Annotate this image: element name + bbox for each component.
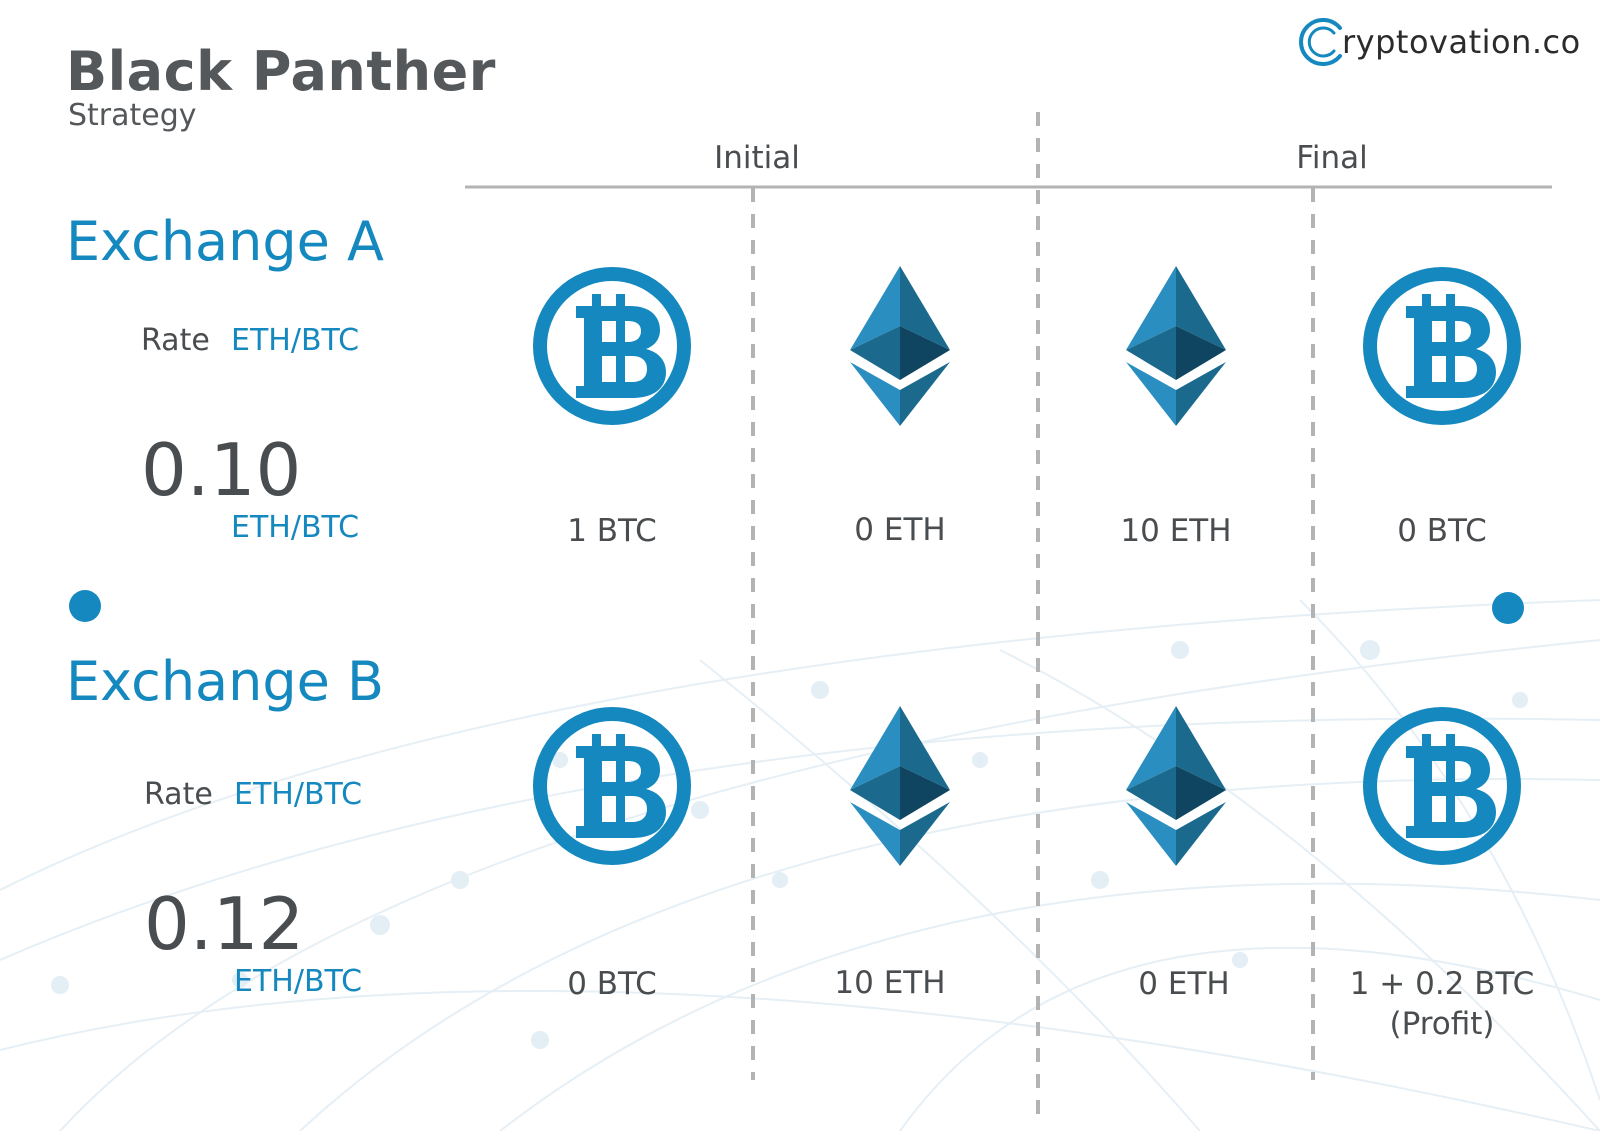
bitcoin-icon	[532, 706, 692, 866]
exchange-a-step-4-amount: 0 BTC	[1397, 513, 1487, 549]
exchange-b-rate-unit: ETH/BTC	[234, 777, 363, 812]
brand-logo: ryptovation.co	[1296, 16, 1581, 68]
exchange-a-title: Exchange A	[66, 210, 384, 273]
ethereum-icon	[820, 266, 980, 426]
exchange-a-rate-value: 0.10	[141, 428, 302, 512]
exchange-b-step-1-amount: 0 BTC	[567, 966, 657, 1002]
timeline-end-dot	[1492, 592, 1524, 624]
exchange-b-step-3-amount: 0 ETH	[1138, 966, 1230, 1002]
exchange-b-step-2-amount: 10 ETH	[834, 965, 946, 1001]
column-header-final: Final	[1296, 140, 1368, 176]
bitcoin-icon	[532, 266, 692, 426]
ethereum-icon	[1096, 706, 1256, 866]
exchange-a-rate-unit: ETH/BTC	[231, 323, 360, 358]
timeline-start-dot	[69, 590, 101, 622]
ethereum-icon	[820, 706, 980, 866]
exchange-b-rate-value-unit: ETH/BTC	[234, 964, 363, 999]
exchange-b-rate-label: Rate	[144, 777, 213, 812]
exchange-a-rate-label: Rate	[141, 323, 210, 358]
column-header-initial: Initial	[714, 140, 800, 176]
page-title: Black Panther	[66, 40, 496, 103]
exchange-a-rate-value-unit: ETH/BTC	[231, 510, 360, 545]
exchange-a-step-1-amount: 1 BTC	[567, 513, 657, 549]
exchange-b-step-4-amount: 1 + 0.2 BTC	[1349, 966, 1535, 1002]
exchange-b-title: Exchange B	[66, 650, 385, 713]
exchange-b-profit-note: (Profit)	[1389, 1006, 1495, 1042]
exchange-a-step-2-amount: 0 ETH	[854, 512, 946, 548]
exchange-a-step-3-amount: 10 ETH	[1120, 513, 1232, 549]
bitcoin-icon	[1362, 706, 1522, 866]
brand-name: ryptovation.co	[1342, 23, 1581, 61]
ethereum-icon	[1096, 266, 1256, 426]
exchange-b-rate-value: 0.12	[144, 882, 305, 966]
brand-c-mark-icon	[1299, 18, 1342, 66]
bitcoin-icon	[1362, 266, 1522, 426]
page-subtitle: Strategy	[68, 98, 197, 133]
